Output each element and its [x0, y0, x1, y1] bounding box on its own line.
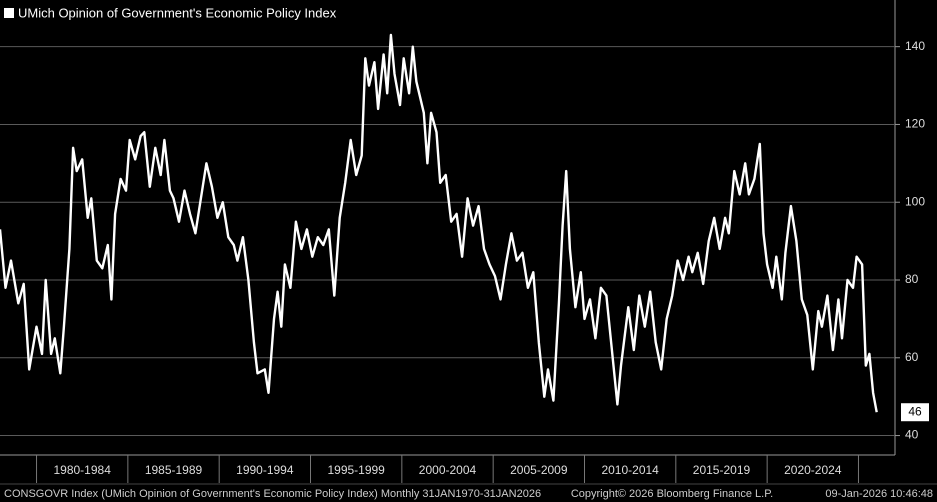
x-tick-label: 1995-1999 [327, 463, 385, 477]
footer-left: CONSGOVR Index (UMich Opinion of Governm… [4, 488, 541, 500]
line [0, 33, 878, 413]
y-tick-label: 60 [905, 350, 919, 364]
footer-right: 09-Jan-2026 10:46:48 [825, 488, 933, 500]
x-tick-label: 1990-1994 [236, 463, 294, 477]
footer-center: Copyright© 2026 Bloomberg Finance L.P. [571, 488, 773, 500]
y-tick-label: 80 [905, 272, 919, 286]
chart-title: UMich Opinion of Government's Economic P… [18, 5, 337, 20]
legend-swatch [4, 8, 14, 18]
x-tick-label: 2010-2014 [601, 463, 659, 477]
last-value-label: 46 [908, 404, 922, 418]
x-tick-label: 2005-2009 [510, 463, 568, 477]
x-tick-label: 1985-1989 [145, 463, 203, 477]
x-tick-label: 1980-1984 [53, 463, 111, 477]
y-tick-label: 100 [905, 194, 925, 208]
y-tick-label: 40 [905, 428, 919, 442]
y-tick-label: 140 [905, 39, 925, 53]
x-tick-label: 2000-2004 [419, 463, 477, 477]
x-tick-label: 2015-2019 [693, 463, 751, 477]
last-value-box [901, 403, 929, 422]
x-tick-label: 2020-2024 [784, 463, 842, 477]
y-tick-label: 120 [905, 117, 925, 131]
